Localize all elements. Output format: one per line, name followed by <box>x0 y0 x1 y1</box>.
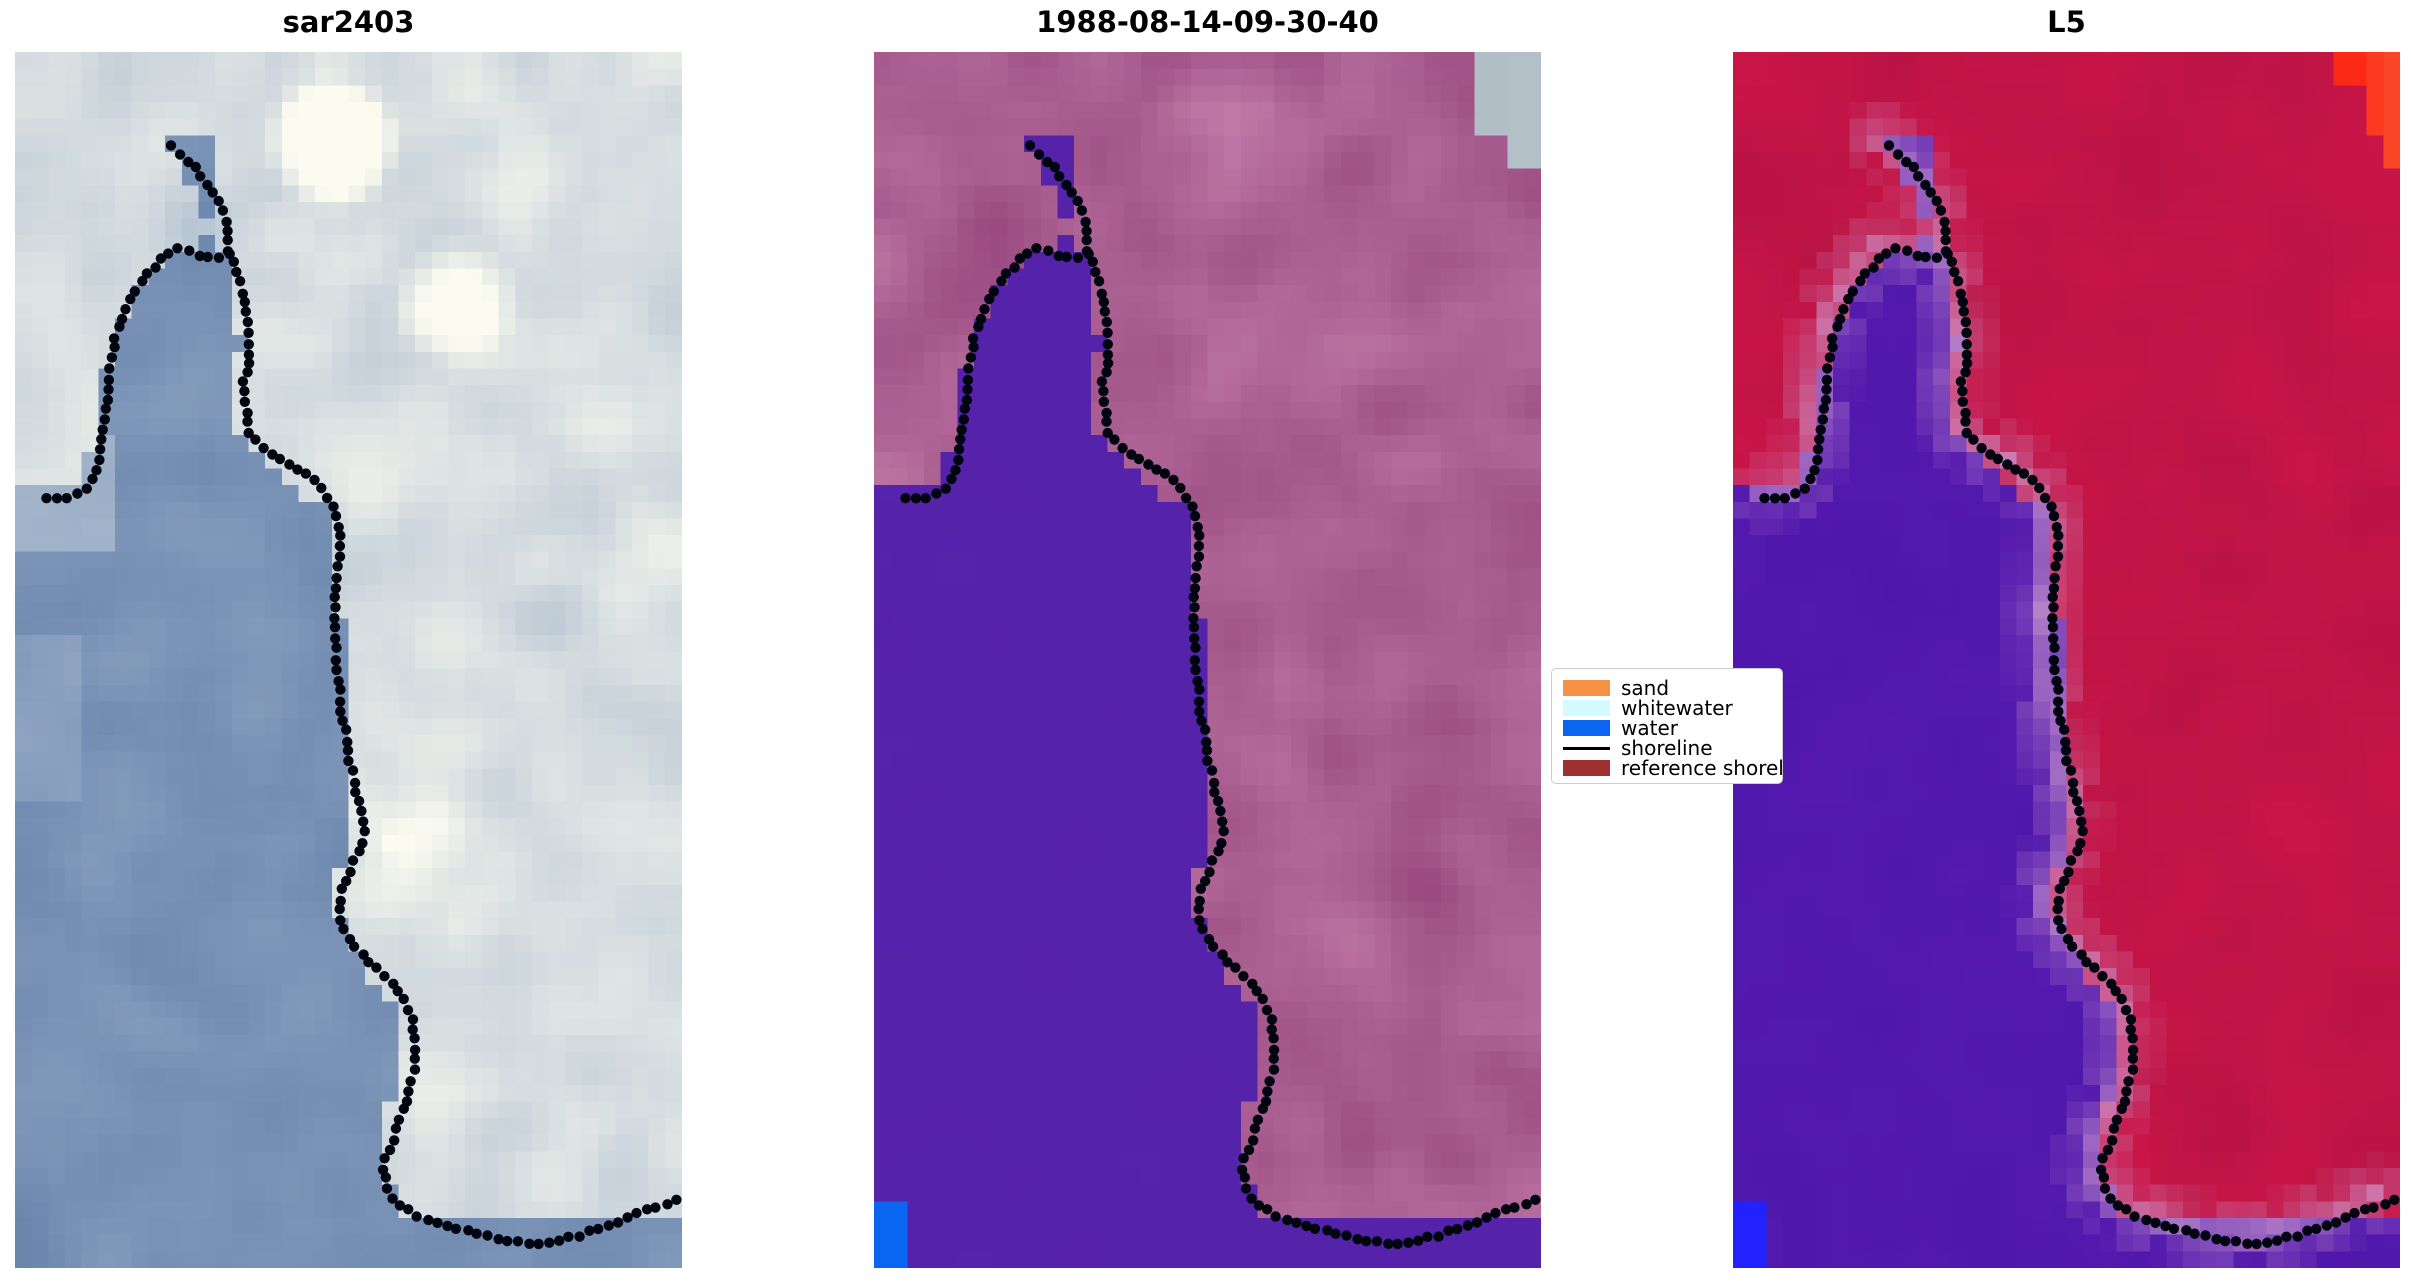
legend-label-water: water <box>1621 716 1678 740</box>
shoreline-line-icon <box>1563 746 1610 750</box>
legend-label-shoreline: shoreline <box>1621 736 1713 760</box>
panel-sar[interactable] <box>15 52 682 1268</box>
legend-label-reference-shoreline: reference shoreline <box>1621 756 1783 780</box>
legend-label-sand: sand <box>1621 676 1670 700</box>
legend-swatch-reference-shoreline <box>1563 760 1610 776</box>
panel-title-l5: L5 <box>2047 5 2086 39</box>
legend-item-water: water <box>1563 718 1772 738</box>
legend-item-shoreline: shoreline <box>1563 738 1772 758</box>
legend-swatch-water <box>1563 720 1610 736</box>
legend-swatch-whitewater <box>1563 700 1610 716</box>
sar-image <box>15 52 682 1268</box>
legend-box[interactable]: sand whitewater water shoreline referenc… <box>1551 668 1783 784</box>
panel-classification[interactable] <box>874 52 1541 1268</box>
panel-title-sar: sar2403 <box>282 5 415 39</box>
legend-item-reference-shoreline: reference shoreline <box>1563 758 1782 778</box>
classification-image <box>874 52 1541 1268</box>
legend-line-shoreline <box>1563 740 1610 756</box>
legend-item-whitewater: whitewater <box>1563 698 1772 718</box>
legend-swatch-sand <box>1563 680 1610 696</box>
l5-image <box>1733 52 2400 1268</box>
legend-item-sand: sand <box>1563 678 1772 698</box>
panel-title-classification: 1988-08-14-09-30-40 <box>1036 5 1379 39</box>
legend-label-whitewater: whitewater <box>1621 696 1733 720</box>
panel-l5[interactable] <box>1733 52 2400 1268</box>
